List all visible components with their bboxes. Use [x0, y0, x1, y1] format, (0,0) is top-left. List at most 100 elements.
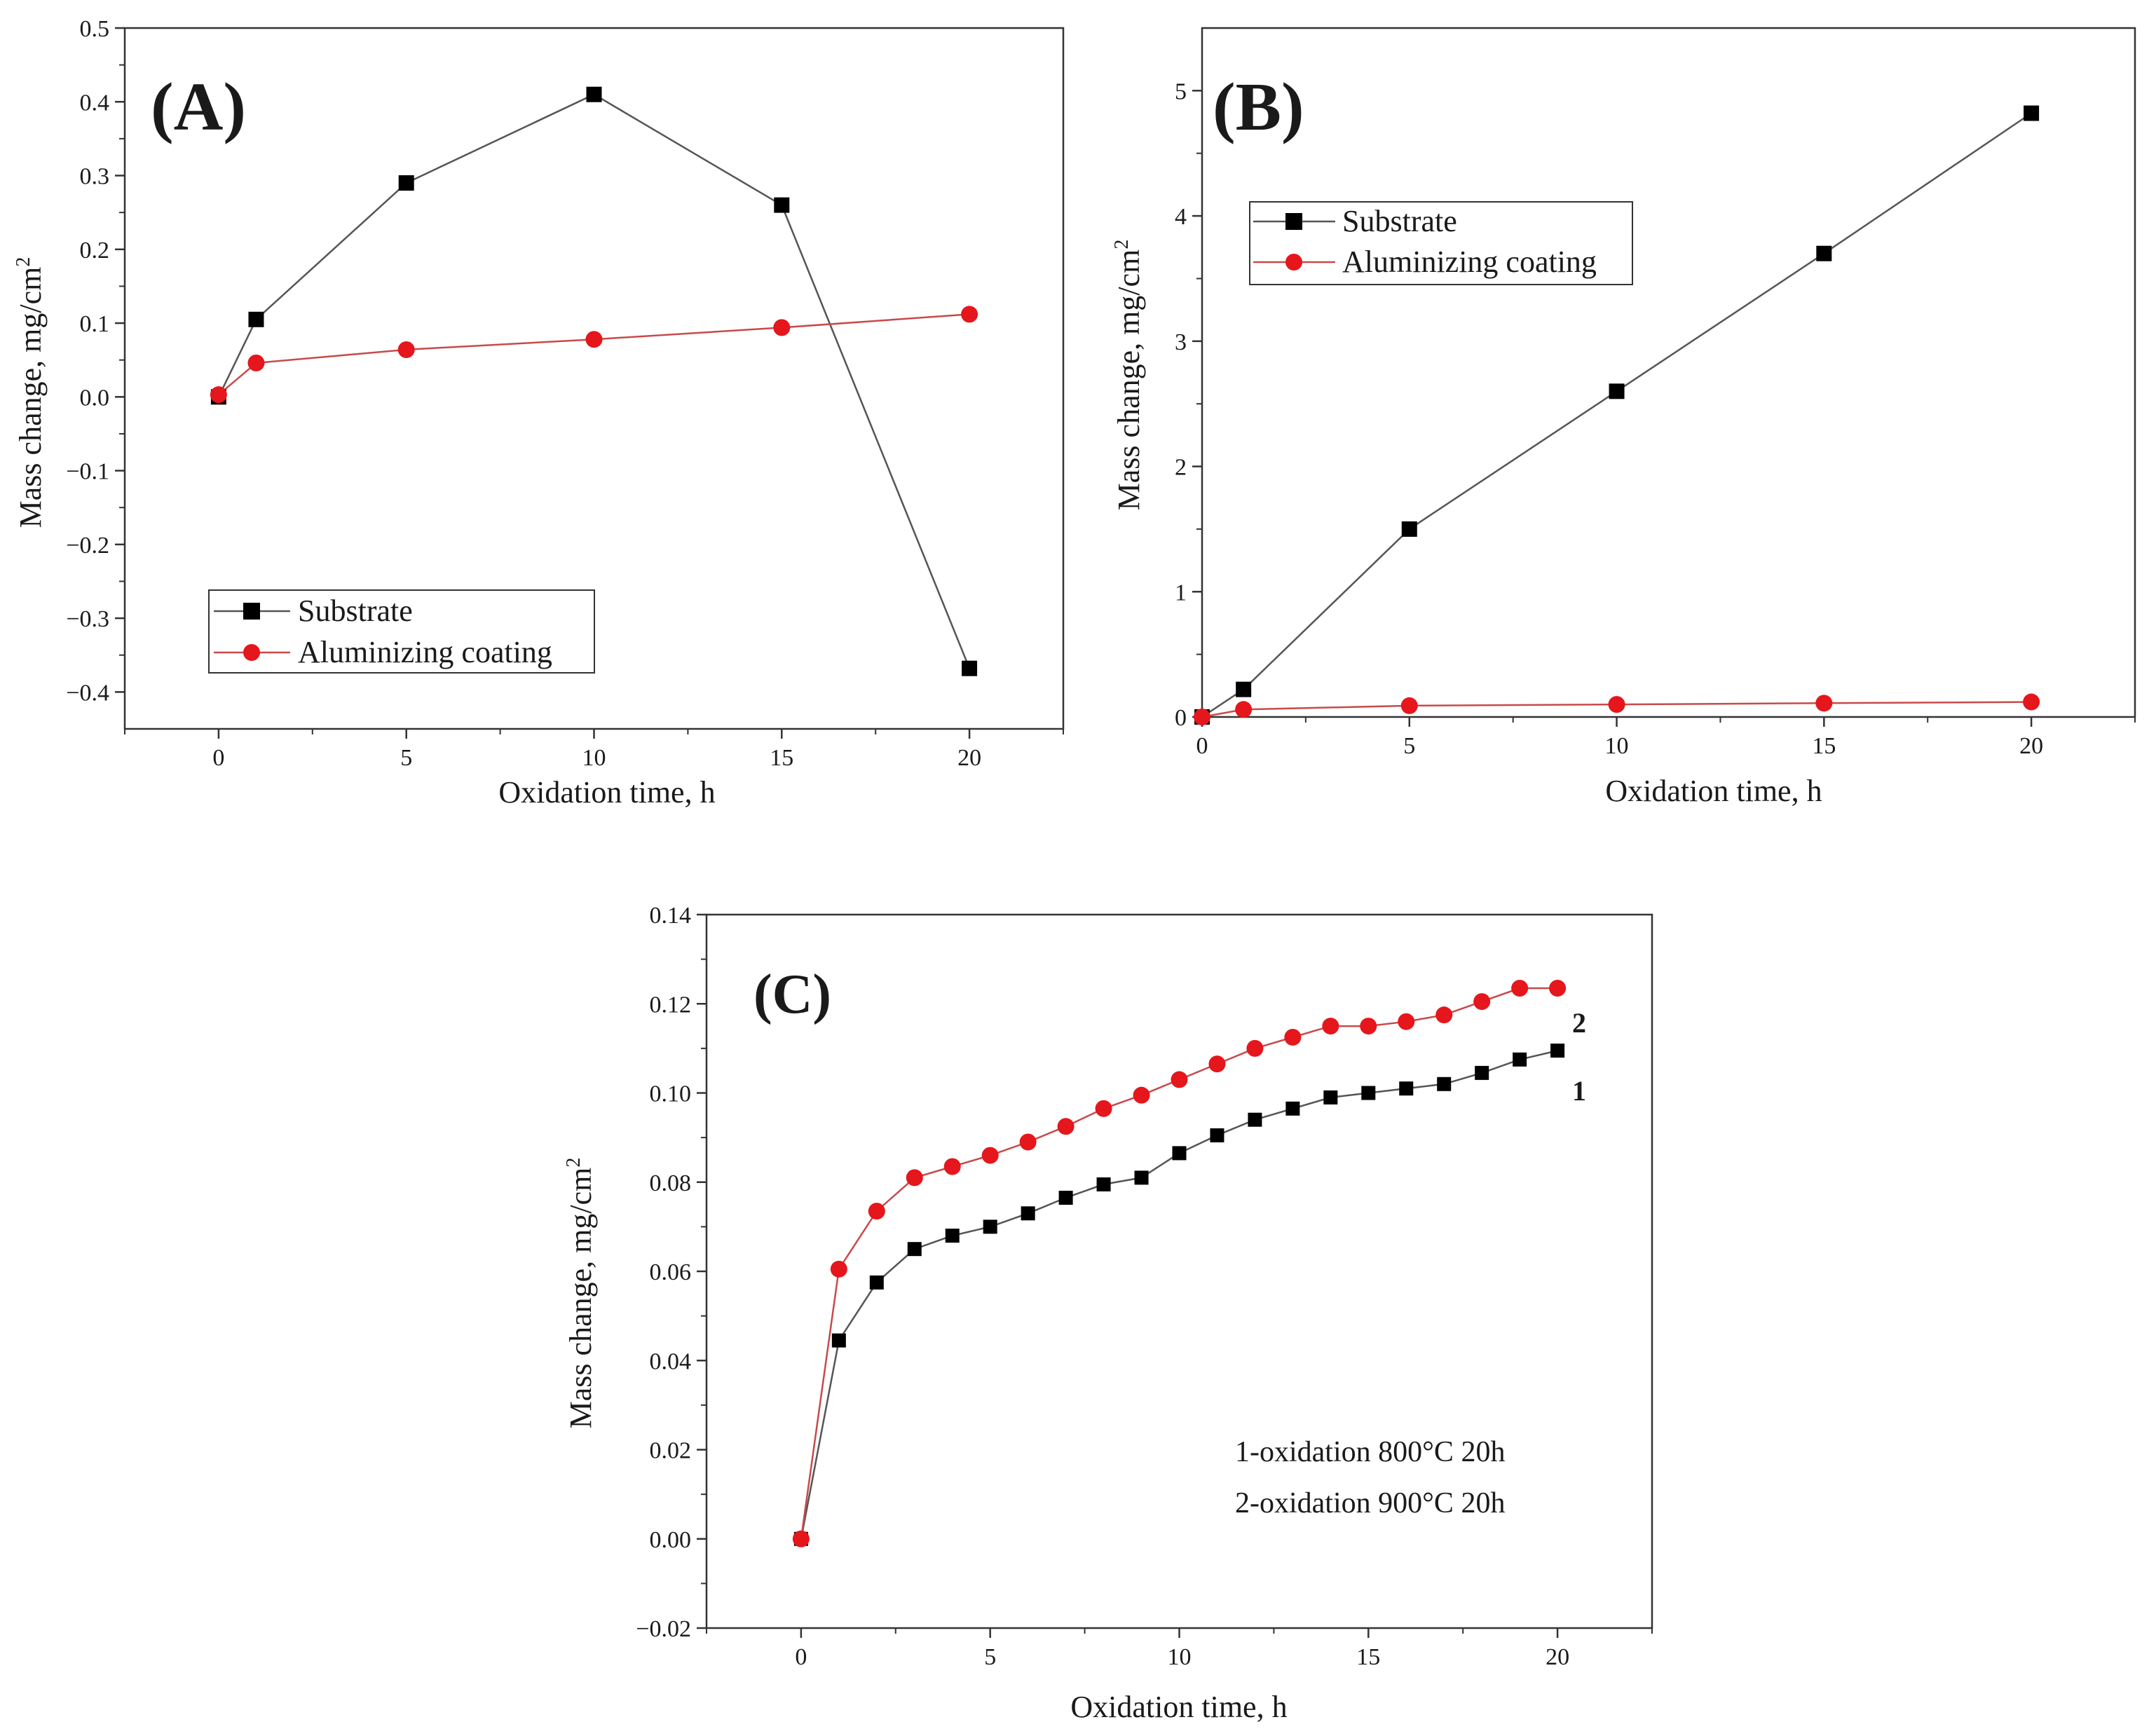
panel-c-series-1-point-15 — [1361, 1086, 1376, 1100]
panel-c-x-tick-label-10: 10 — [1168, 1644, 1192, 1670]
panel-b-series-2-point-0 — [1194, 709, 1210, 725]
panel-a-series-2-point-2 — [397, 341, 415, 358]
panel-b: 0 5 10 15 20 0 1 2 3 4 5 (B) Oxidation time, h Mas… — [1111, 27, 2136, 808]
panel-b-x-tick-label-15: 15 — [1812, 733, 1836, 759]
panel-c-series-2-point-18 — [1473, 993, 1491, 1011]
panel-a-series-2-point-0 — [210, 386, 227, 404]
panel-c-series-2-point-7 — [1057, 1118, 1074, 1135]
panel-b-series-2-point-3 — [1608, 696, 1625, 713]
panel-c-series-1-point-18 — [1475, 1065, 1489, 1080]
panel-b-plot-frame — [1201, 27, 2136, 718]
panel-c-series-1-point-17 — [1437, 1077, 1452, 1091]
panel-a-y-tick-label-8: 0.4 — [80, 90, 110, 116]
panel-b-y-tick-label-0: 0 — [1175, 705, 1187, 731]
panel-c-series-1-point-11 — [1210, 1128, 1224, 1142]
panel-c-y-tick-label-1: 0.00 — [650, 1527, 692, 1553]
panel-b-series-1-point-1 — [1236, 681, 1252, 697]
panel-b-series-2-point-1 — [1235, 701, 1253, 718]
panel-c-series-2-point-4 — [943, 1158, 961, 1175]
panel-c-y-axis-title: Mass change, mg/cm2 — [563, 1158, 598, 1429]
panel-c-series-2-point-12 — [1246, 1039, 1264, 1057]
panel-a-series-2-point-5 — [961, 306, 978, 323]
panel-a-y-axis-title-text: Mass change, mg/cm — [13, 267, 48, 528]
panel-c-series-2-point-20 — [1549, 979, 1567, 997]
panel-a-y-tick-label-0: −0.4 — [66, 680, 109, 706]
panel-b-series-1-point-4 — [1816, 245, 1832, 261]
panel-a-y-axis-title-sup: 2 — [13, 257, 34, 267]
panel-a-legend-substrate-marker — [243, 603, 260, 620]
panel-c-x-tick-label-0: 0 — [795, 1644, 807, 1670]
panel-c-series-1-point-19 — [1513, 1052, 1527, 1067]
panel-c-series-1-point-13 — [1285, 1101, 1300, 1116]
panel-c-series-2-point-6 — [1019, 1133, 1037, 1151]
panel-c-series-2-end-label: 2 — [1572, 1007, 1586, 1039]
panel-c-series-1-point-12 — [1248, 1112, 1262, 1127]
panel-a-x-tick-label-15: 15 — [770, 745, 793, 771]
panel-b-legend-coating-marker — [1285, 254, 1302, 271]
panel-b-label: (B) — [1213, 69, 1304, 145]
panel-a-series-1-line — [217, 93, 971, 669]
panel-b-legend-coating-label: Aluminizing coating — [1342, 245, 1597, 279]
panel-a-x-tick-label-0: 0 — [212, 745, 224, 771]
panel-a-legend: Substrate Aluminizing coating — [208, 589, 595, 674]
panel-c-y-axis-title-sup: 2 — [563, 1158, 585, 1168]
panel-a-series-1-point-1 — [248, 311, 264, 327]
panel-c-series-1-point-14 — [1323, 1090, 1338, 1105]
panel-a-y-tick-label-2: −0.2 — [66, 533, 109, 559]
panel-a-legend-box — [208, 589, 595, 674]
panel-a-x-tick-label-20: 20 — [957, 745, 981, 771]
panel-b-y-axis-title-sup: 2 — [1111, 240, 1133, 250]
panel-c-series-2-point-8 — [1095, 1100, 1112, 1117]
panel-a-y-tick-label-4: 0.0 — [80, 385, 110, 411]
panel-c-tick-labels: 0 5 10 15 20 −0.02 0.00 0.02 0.04 0.06 0.08 0.10 0.1… — [636, 903, 1569, 1670]
panel-b-series-1-point-5 — [2024, 105, 2040, 121]
panel-b-y-axis-title: Mass change, mg/cm2 — [1111, 240, 1146, 511]
panel-a-y-tick-label-1: −0.3 — [66, 606, 109, 632]
panel-c-series-2-point-0 — [792, 1530, 810, 1547]
panel-c-series-2-point-3 — [906, 1169, 923, 1187]
panel-a-y-tick-label-3: −0.1 — [66, 459, 109, 485]
panel-c-series-2-point-2 — [868, 1203, 885, 1220]
panel-a-y-tick-label-6: 0.2 — [80, 238, 110, 264]
panel-b-y-tick-label-1: 1 — [1175, 580, 1187, 606]
panel-a-legend-coating-label: Aluminizing coating — [298, 635, 552, 669]
panel-a-series-1-point-2 — [398, 175, 414, 191]
panel-a-y-tick-label-7: 0.3 — [80, 164, 110, 190]
panel-a-tick-labels: 0 5 10 15 20 −0.4 −0.3 −0.2 −0.1 0.0 0.1 0.2 0.3 0.4 0… — [66, 16, 981, 771]
panel-c-x-tick-label-20: 20 — [1546, 1644, 1569, 1670]
panel-b-x-tick-label-10: 10 — [1605, 733, 1629, 759]
panel-c-y-tick-label-3: 0.04 — [650, 1348, 692, 1374]
panel-c-x-axis-title: Oxidation time, h — [1070, 1690, 1287, 1724]
panel-a-legend-substrate-label: Substrate — [298, 594, 413, 628]
panel-c-series-1-end-label: 1 — [1572, 1075, 1586, 1107]
panel-c-label: (C) — [753, 964, 831, 1025]
panel-c-series-1-point-4 — [945, 1229, 960, 1243]
panel-c-series-1-point-1 — [831, 1333, 846, 1348]
panel-c-series-1-point-20 — [1550, 1044, 1565, 1058]
panel-c-y-tick-label-7: 0.12 — [650, 992, 692, 1018]
panel-c-x-tick-label-5: 5 — [984, 1644, 996, 1670]
panel-b-markers — [1194, 105, 2040, 725]
panel-a-series-2-point-1 — [247, 354, 265, 371]
panel-c-series-2-point-11 — [1208, 1055, 1226, 1073]
panel-c-annotation-2: 2-oxidation 900°C 20h — [1235, 1487, 1505, 1519]
panel-b-y-axis-title-text: Mass change, mg/cm — [1112, 250, 1146, 511]
panel-b-x-axis-title: Oxidation time, h — [1605, 774, 1822, 808]
panel-b-x-tick-label-5: 5 — [1403, 733, 1415, 759]
panel-c-series-2-point-9 — [1133, 1086, 1150, 1104]
panel-a-series-1-point-5 — [962, 660, 978, 676]
panel-b-y-tick-label-4: 4 — [1175, 204, 1187, 230]
panel-c-y-tick-label-5: 0.08 — [650, 1170, 692, 1196]
panel-b-x-tick-label-0: 0 — [1196, 733, 1208, 759]
panel-c-series-1-point-8 — [1096, 1177, 1111, 1191]
panel-c-series-2-point-13 — [1284, 1028, 1302, 1046]
panel-a-x-tick-label-5: 5 — [400, 745, 412, 771]
panel-c-ticks — [697, 913, 1653, 1638]
panel-c-series-2-point-5 — [981, 1147, 999, 1164]
panel-a-x-tick-label-10: 10 — [582, 745, 606, 771]
panel-c-annotation-1: 1-oxidation 800°C 20h — [1235, 1436, 1505, 1468]
panel-c-y-tick-label-4: 0.06 — [650, 1259, 692, 1285]
panel-c-series-2-point-10 — [1171, 1071, 1188, 1088]
